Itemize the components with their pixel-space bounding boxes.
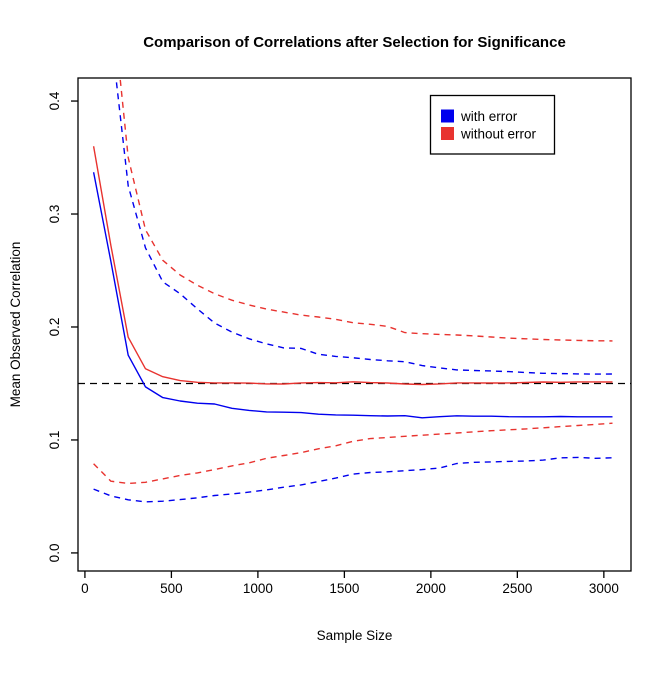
series-line-without-error-lower-bound (93, 422, 613, 485)
legend-box (429, 94, 556, 155)
legend-swatch-without-error (441, 127, 454, 140)
x-axis-title: Sample Size (317, 628, 393, 643)
y-tick-label: 0.2 (47, 318, 62, 337)
y-tick-label: 0.3 (47, 205, 62, 224)
plot-area: 0 500 1000 1500 2000 2500 3000 0.0 0.1 0.2 0.3 0.4 w… (47, 77, 632, 596)
x-tick-label: 2500 (502, 581, 532, 596)
x-tick-label: 500 (160, 581, 183, 596)
chart-title: Comparison of Correlations after Selecti… (143, 34, 566, 51)
x-tick-label: 2000 (416, 581, 446, 596)
series-line-without-error-upper-bound (119, 78, 613, 342)
x-tick-label: 1500 (329, 581, 359, 596)
series-line-with-error-lower-bound (93, 456, 613, 503)
legend-swatch-with-error (441, 109, 454, 123)
legend-label-without-error: without error (460, 127, 537, 142)
series-line-with-error-upper-bound (115, 78, 613, 375)
y-tick-label: 0.1 (47, 431, 62, 450)
x-tick-label: 0 (81, 581, 89, 596)
plot-border (77, 77, 632, 572)
legend-label-with-error: with error (460, 109, 518, 124)
y-tick-label: 0.0 (47, 544, 62, 563)
series-line-with-error-mean (92, 172, 613, 419)
x-tick-label: 1000 (243, 581, 273, 596)
y-tick-label: 0.4 (47, 91, 62, 110)
x-tick-label: 3000 (589, 581, 619, 596)
y-axis-title: Mean Observed Correlation (8, 242, 23, 408)
series-line-without-error-mean (92, 146, 613, 386)
